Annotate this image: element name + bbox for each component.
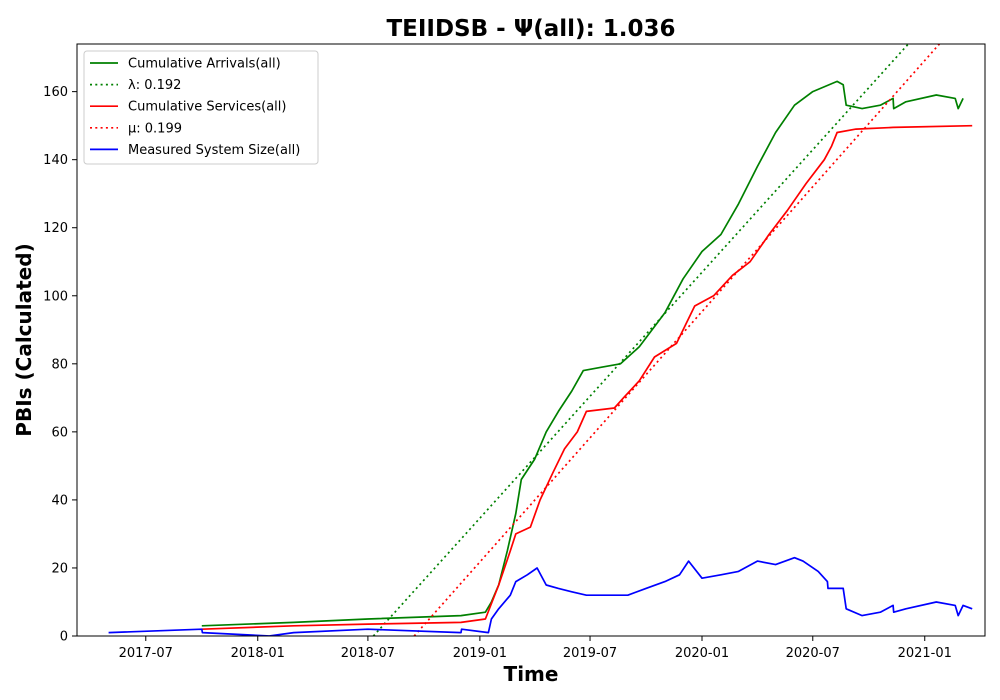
series-line-0-192 [373, 44, 908, 636]
y-tick-label: 20 [51, 561, 68, 576]
y-tick-label: 100 [43, 289, 68, 304]
x-tick-label: 2019-01 [453, 646, 507, 661]
y-tick-label: 60 [51, 425, 68, 440]
legend: Cumulative Arrivals(all) λ: 0.192 Cumulati… [84, 51, 318, 164]
y-axis-label: PBIs (Calculated) [12, 243, 36, 436]
x-axis: 2017-07 2018-01 2018-07 2019-01 2019-07 2020-… [119, 636, 952, 661]
y-tick-label: 120 [43, 221, 68, 236]
y-tick-label: 40 [51, 493, 68, 508]
x-tick-label: 2018-07 [341, 646, 395, 661]
legend-label: μ: 0.199 [128, 121, 182, 136]
y-axis: 0 20 40 60 80 100 120 140 160 [43, 85, 77, 644]
legend-label: λ: 0.192 [128, 78, 181, 93]
chart-title: TEIIDSB - Ψ(all): 1.036 [386, 16, 675, 42]
y-tick-label: 160 [43, 85, 68, 100]
series-line-0-199 [414, 44, 939, 636]
y-tick-label: 80 [51, 357, 68, 372]
x-tick-label: 2017-07 [119, 646, 173, 661]
legend-label: Cumulative Services(all) [128, 100, 286, 115]
x-axis-label: Time [504, 662, 559, 686]
x-tick-label: 2021-01 [898, 646, 952, 661]
y-tick-label: 0 [60, 630, 68, 645]
series-line-cumulative-services-all [202, 126, 972, 630]
x-tick-label: 2019-07 [563, 646, 617, 661]
legend-label: Cumulative Arrivals(all) [128, 57, 281, 72]
x-tick-label: 2020-07 [786, 646, 840, 661]
legend-label: Measured System Size(all) [128, 143, 300, 158]
y-tick-label: 140 [43, 153, 68, 168]
x-tick-label: 2020-01 [675, 646, 729, 661]
x-tick-label: 2018-01 [231, 646, 285, 661]
